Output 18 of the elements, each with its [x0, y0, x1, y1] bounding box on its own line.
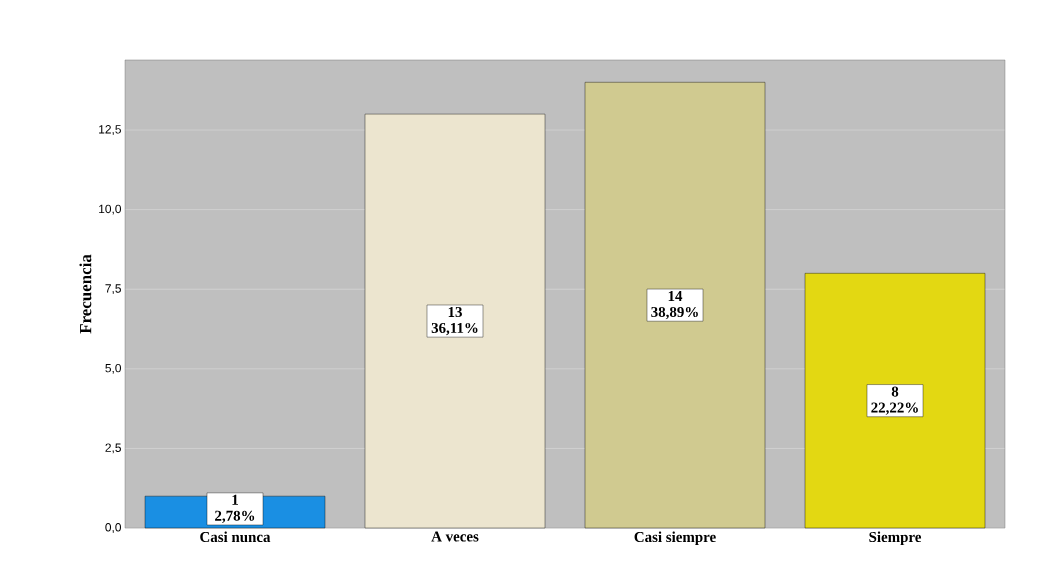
y-tick-label: 5,0 [105, 363, 122, 374]
y-tick-label: 10,0 [99, 204, 122, 215]
data-label: 13 36,11% [431, 306, 478, 336]
y-axis-title: Frecuencia [79, 254, 92, 334]
x-tick-label: Siempre [869, 531, 922, 546]
data-label: 1 2,78% [215, 494, 255, 523]
y-tick-label: 12,5 [99, 125, 121, 135]
y-tick-label: 7,5 [105, 284, 121, 295]
bar [584, 82, 766, 529]
data-label: 8 22,22% [871, 386, 918, 415]
x-tick-label: Casi siempre [634, 531, 716, 546]
bar [364, 113, 546, 529]
data-label: 14 38,89% [651, 291, 698, 320]
y-tick-label: 0,0 [105, 523, 122, 533]
bar [804, 273, 986, 529]
y-tick-label: 2,5 [105, 443, 121, 454]
x-tick-label: Casi nunca [200, 531, 271, 543]
x-tick-label: A veces [431, 531, 479, 542]
